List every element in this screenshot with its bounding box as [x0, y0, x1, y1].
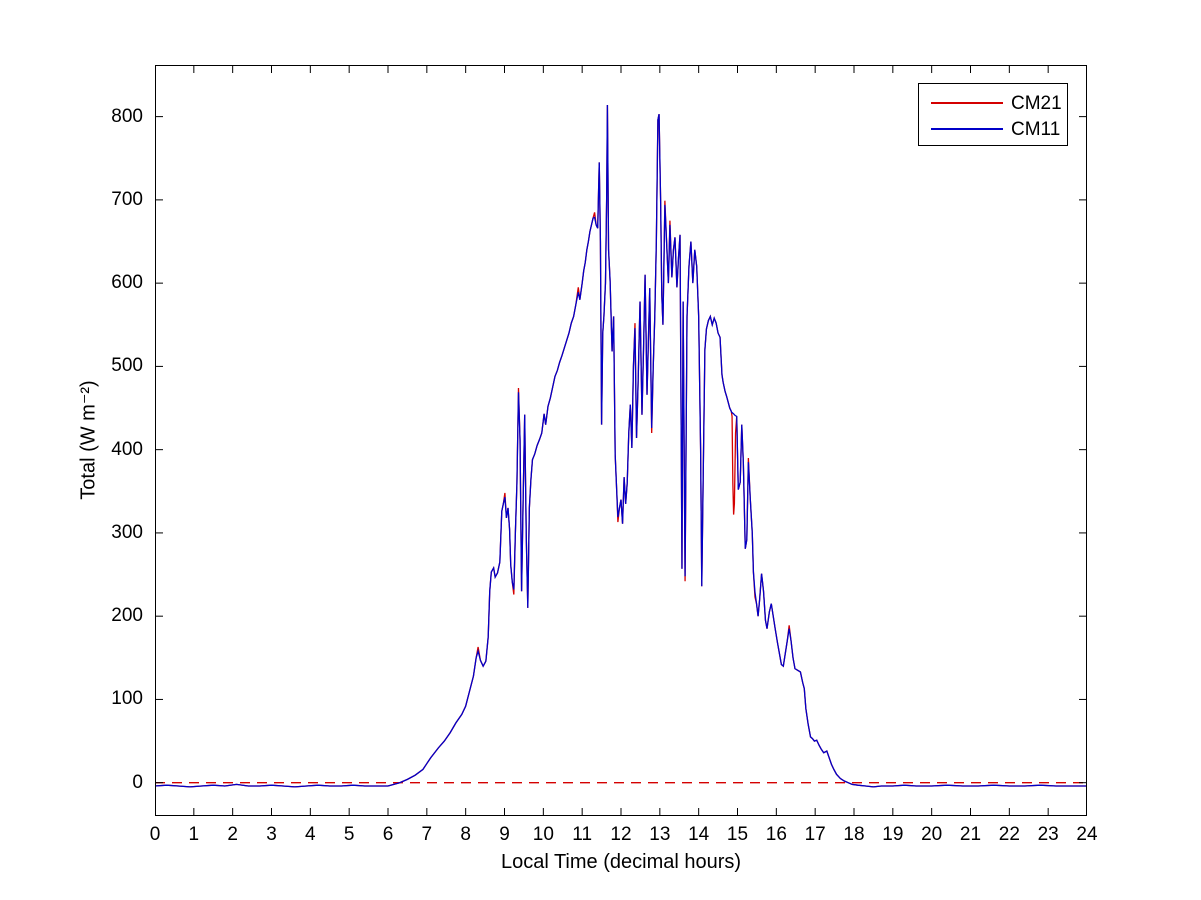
x-axis-label: Local Time (decimal hours) — [500, 851, 742, 873]
x-tick-label: 15 — [726, 824, 749, 845]
y-tick-label: 600 — [111, 272, 143, 294]
x-tick-label: 2 — [227, 824, 238, 845]
y-tick-label: 400 — [111, 438, 143, 460]
series-line-cm21 — [155, 104, 1087, 788]
x-tick-label: 19 — [882, 824, 904, 845]
y-tick-label: 700 — [111, 188, 143, 210]
y-tick-label: 200 — [111, 605, 143, 627]
y-tick-label: 300 — [111, 521, 143, 543]
legend-entry-cm21: CM21 — [919, 89, 1067, 117]
x-tick-label: 23 — [1037, 824, 1059, 845]
legend-label-cm11: CM11 — [1011, 118, 1061, 140]
legend-label-cm21: CM21 — [1011, 92, 1062, 114]
series-line-cm11 — [155, 104, 1087, 788]
x-tick-label: 20 — [921, 824, 943, 845]
x-tick-label: 6 — [382, 824, 394, 845]
x-tick-label: 8 — [460, 824, 471, 845]
x-tick-label: 1 — [188, 824, 200, 845]
x-tick-label: 16 — [765, 824, 787, 845]
y-tick-label: 800 — [111, 105, 143, 127]
y-tick-label: 100 — [111, 688, 143, 710]
x-tick-label: 17 — [804, 824, 826, 845]
legend-box: CM21 CM11 — [918, 83, 1068, 146]
series-lines-group — [155, 104, 1087, 788]
x-tick-label: 11 — [572, 824, 593, 845]
x-tick-label: 0 — [149, 824, 161, 845]
x-tick-label: 14 — [688, 824, 710, 845]
legend-entry-cm11: CM11 — [919, 115, 1067, 143]
x-tick-label: 10 — [532, 824, 554, 845]
cm11-line-sample — [931, 128, 1003, 130]
plot-svg — [155, 65, 1087, 816]
x-tick-label: 13 — [649, 824, 671, 845]
plot-area — [155, 65, 1087, 816]
y-tick-label: 0 — [132, 771, 143, 793]
x-tick-label: 4 — [305, 824, 316, 845]
x-tick-label: 12 — [610, 824, 632, 845]
x-tick-label: 9 — [499, 824, 510, 845]
x-tick-label: 3 — [266, 824, 277, 845]
y-tick-label: 500 — [111, 355, 143, 377]
x-tick-label: 24 — [1076, 824, 1098, 845]
x-tick-label: 18 — [843, 824, 865, 845]
x-tick-label: 21 — [959, 824, 982, 845]
axis-ticks-group — [155, 65, 1087, 816]
y-axis-label: Total (W m⁻²) — [77, 380, 100, 500]
axes-border — [155, 65, 1087, 816]
x-tick-label: 5 — [343, 824, 355, 845]
x-tick-label: 22 — [998, 824, 1020, 845]
cm21-line-sample — [931, 102, 1003, 104]
x-tick-label: 7 — [421, 824, 433, 845]
